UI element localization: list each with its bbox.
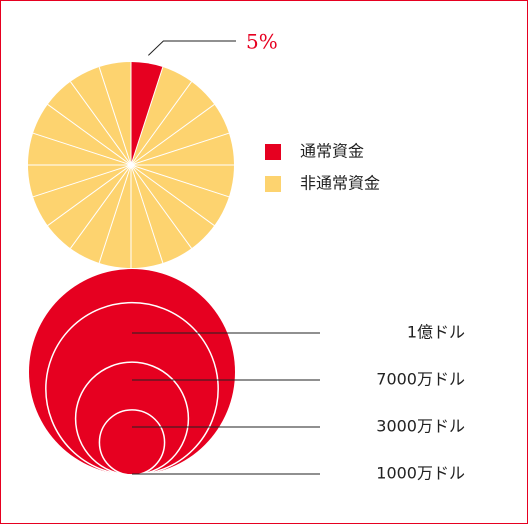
slice-divider xyxy=(130,164,164,264)
bubble-label: 1000万ドル xyxy=(376,464,465,483)
slice-divider xyxy=(130,132,230,166)
legend-label: 通常資金 xyxy=(300,142,364,161)
slice-divider xyxy=(47,164,132,226)
legend-label: 非通常資金 xyxy=(300,174,380,193)
slice-label: 5% xyxy=(246,30,278,54)
slice-divider xyxy=(130,81,192,166)
slice-divider xyxy=(32,164,132,198)
bubble-label: 3000万ドル xyxy=(376,417,465,436)
slice-divider xyxy=(130,104,215,166)
bubble-label: 7000万ドル xyxy=(376,370,465,389)
slice-divider xyxy=(98,164,132,264)
slice-divider xyxy=(130,164,215,226)
slice-divider xyxy=(70,81,132,166)
slice-divider xyxy=(130,164,192,249)
slice-divider xyxy=(98,66,132,166)
slice-divider xyxy=(32,132,132,166)
leader-line xyxy=(148,40,236,56)
bubble xyxy=(98,409,166,476)
slice-divider xyxy=(70,164,132,249)
bubble-label: 1億ドル xyxy=(407,323,465,342)
legend-swatch xyxy=(265,144,281,160)
legend-swatch xyxy=(265,176,281,192)
slice-divider xyxy=(130,164,230,198)
slice-divider xyxy=(47,104,132,166)
bubble xyxy=(29,269,235,475)
slice-divider xyxy=(130,66,164,166)
